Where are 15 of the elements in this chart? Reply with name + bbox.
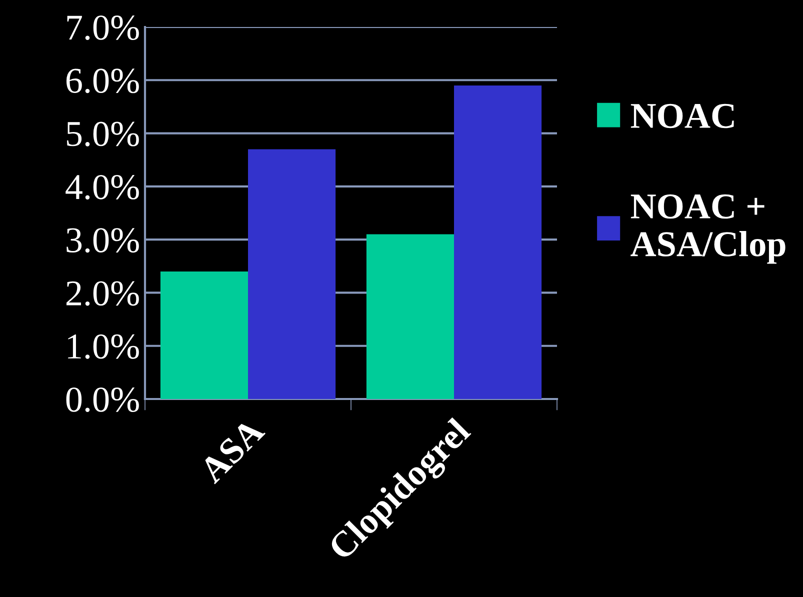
y-tick-label: 6.0% — [66, 68, 139, 94]
bar — [248, 149, 336, 399]
y-tick-label: 1.0% — [68, 334, 139, 359]
bar — [366, 234, 454, 399]
legend-label: NOAC + ASA/Clop — [630, 194, 786, 264]
legend-label: NOAC — [630, 104, 734, 128]
bar — [160, 271, 248, 399]
y-tick-label: 3.0% — [66, 228, 139, 253]
y-tick-label: 4.0% — [66, 174, 139, 200]
bar — [454, 85, 542, 399]
y-tick-label: 7.0% — [67, 16, 139, 40]
y-tick-label: 5.0% — [67, 122, 139, 146]
y-tick-label: 0.0% — [66, 388, 139, 412]
x-tick-label: ASA — [198, 416, 266, 484]
y-tick-label: 2.0% — [66, 281, 139, 306]
